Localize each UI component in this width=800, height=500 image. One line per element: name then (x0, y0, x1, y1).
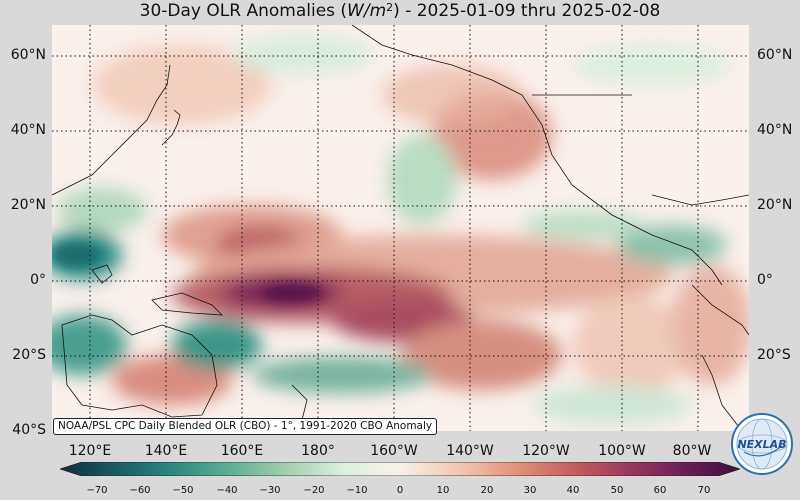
logo-text: NEXLAB (737, 438, 786, 451)
lat-label-40s: 40°S (12, 422, 46, 438)
lat-label-20n: 20°N (10, 197, 46, 213)
colorbar-tick: 30 (523, 485, 537, 496)
colorbar-tick: 0 (396, 485, 404, 496)
colorbar (60, 462, 740, 476)
lon-label-160e: 160°E (220, 443, 264, 459)
lon-label-140e: 140°E (144, 443, 188, 459)
lon-label-120e: 120°E (68, 443, 112, 459)
lat-label-40n-right: 40°N (757, 122, 793, 138)
data-source-credit: NOAA/PSL CPC Daily Blended OLR (CBO) - 1… (53, 418, 438, 435)
colorbar-tick: −50 (172, 485, 194, 496)
map-title: 30-Day OLR Anomalies (W/m2) - 2025-01-09… (139, 1, 661, 21)
lat-label-60n-right: 60°N (757, 47, 793, 63)
lat-label-20n-right: 20°N (757, 197, 793, 213)
coastlines (52, 25, 749, 431)
colorbar-tick: −40 (216, 485, 238, 496)
colorbar-tick: 20 (480, 485, 494, 496)
lat-label-0-right: 0° (757, 272, 773, 288)
colorbar-tick: −10 (346, 485, 368, 496)
lat-label-20s-right: 20°S (757, 347, 791, 363)
lon-label-80w: 80°W (672, 443, 712, 459)
lat-label-40n: 40°N (10, 122, 46, 138)
lat-label-20s: 20°S (12, 347, 46, 363)
nexlab-logo: NEXLAB (731, 413, 793, 475)
colorbar-tick: −30 (259, 485, 281, 496)
olr-anomaly-map (52, 25, 749, 431)
lon-label-180: 180° (301, 443, 335, 459)
colorbar-tick: 70 (697, 485, 711, 496)
colorbar-tick: 40 (566, 485, 580, 496)
graticule (52, 25, 749, 431)
colorbar-tick: −60 (129, 485, 151, 496)
colorbar-tick: −20 (303, 485, 325, 496)
lon-label-140w: 140°W (446, 443, 494, 459)
lon-label-160w: 160°W (370, 443, 418, 459)
lat-label-0: 0° (30, 272, 46, 288)
lon-label-100w: 100°W (598, 443, 646, 459)
lat-label-60n: 60°N (10, 47, 46, 63)
colorbar-tick: 60 (653, 485, 667, 496)
colorbar-tick: 50 (610, 485, 624, 496)
colorbar-tick: 10 (436, 485, 450, 496)
colorbar-tick: −70 (86, 485, 108, 496)
lon-label-120w: 120°W (522, 443, 570, 459)
